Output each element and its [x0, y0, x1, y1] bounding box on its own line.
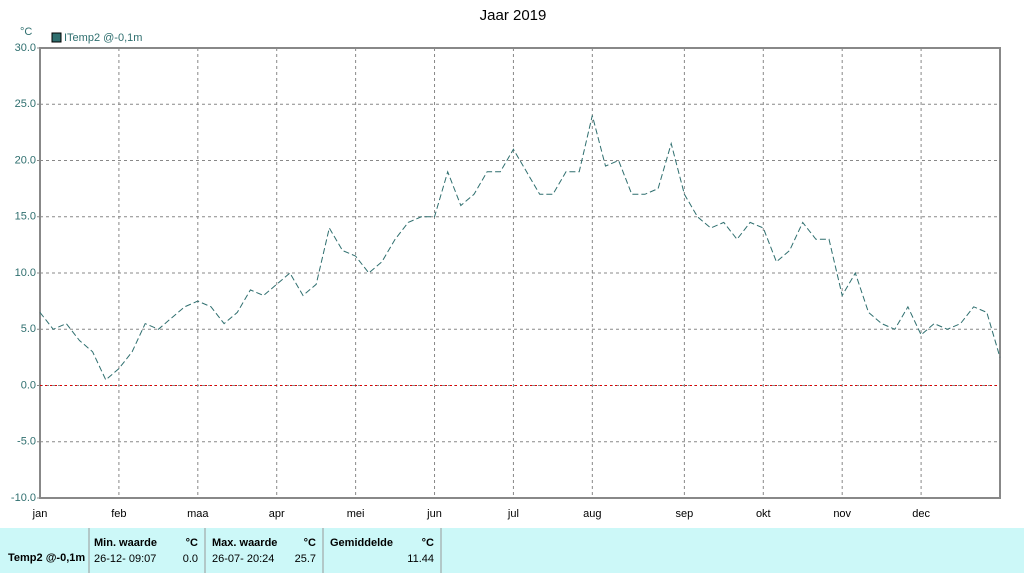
header: Gemiddelde — [330, 537, 393, 549]
grid — [40, 47, 1000, 499]
x-tick-label: maa — [187, 508, 209, 520]
x-tick-label: apr — [269, 508, 285, 520]
row-label: Temp2 @-0,1m — [8, 552, 85, 564]
y-tick-label: 0.0 — [21, 379, 36, 391]
table-bg — [0, 528, 1024, 573]
legend-swatch — [51, 32, 62, 43]
x-tick-label: jan — [32, 508, 48, 520]
unit: °C — [422, 537, 434, 549]
x-tick-label: sep — [676, 508, 694, 520]
y-unit: °C — [20, 26, 32, 38]
value: 25.7 — [295, 553, 316, 565]
x-tick-label: jul — [507, 508, 519, 520]
y-tick-label: 10.0 — [15, 267, 36, 279]
x-tick-label: mei — [347, 508, 365, 520]
header: Max. waarde — [212, 537, 277, 549]
y-tick-label: -5.0 — [17, 436, 36, 448]
y-tick-label: 30.0 — [15, 42, 36, 54]
legend-label: ITemp2 @-0,1m — [64, 32, 142, 44]
x-tick-label: nov — [833, 508, 851, 520]
x-tick-label: jun — [426, 508, 442, 520]
unit: °C — [186, 537, 198, 549]
value: 0.0 — [183, 553, 198, 565]
x-tick-label: feb — [111, 508, 126, 520]
chart-title: Jaar 2019 — [480, 7, 547, 24]
value: 11.44 — [407, 553, 434, 565]
time: 26-07- 20:24 — [212, 553, 274, 565]
x-tick-label: aug — [583, 508, 601, 520]
unit: °C — [304, 537, 316, 549]
x-tick-label: dec — [912, 508, 930, 520]
y-tick-label: 20.0 — [15, 154, 36, 166]
y-tick-label: -10.0 — [11, 492, 36, 504]
y-tick-label: 5.0 — [21, 323, 36, 335]
line-series — [39, 115, 1001, 381]
y-tick-label: 25.0 — [15, 98, 36, 110]
y-tick-label: 15.0 — [15, 211, 36, 223]
stats-table: Temp2 @-0,1m Min. waarde °C 26-12- 09:07… — [0, 528, 1024, 573]
x-tick-label: okt — [756, 508, 771, 520]
time: 26-12- 09:07 — [94, 553, 156, 565]
header: Min. waarde — [94, 537, 157, 549]
